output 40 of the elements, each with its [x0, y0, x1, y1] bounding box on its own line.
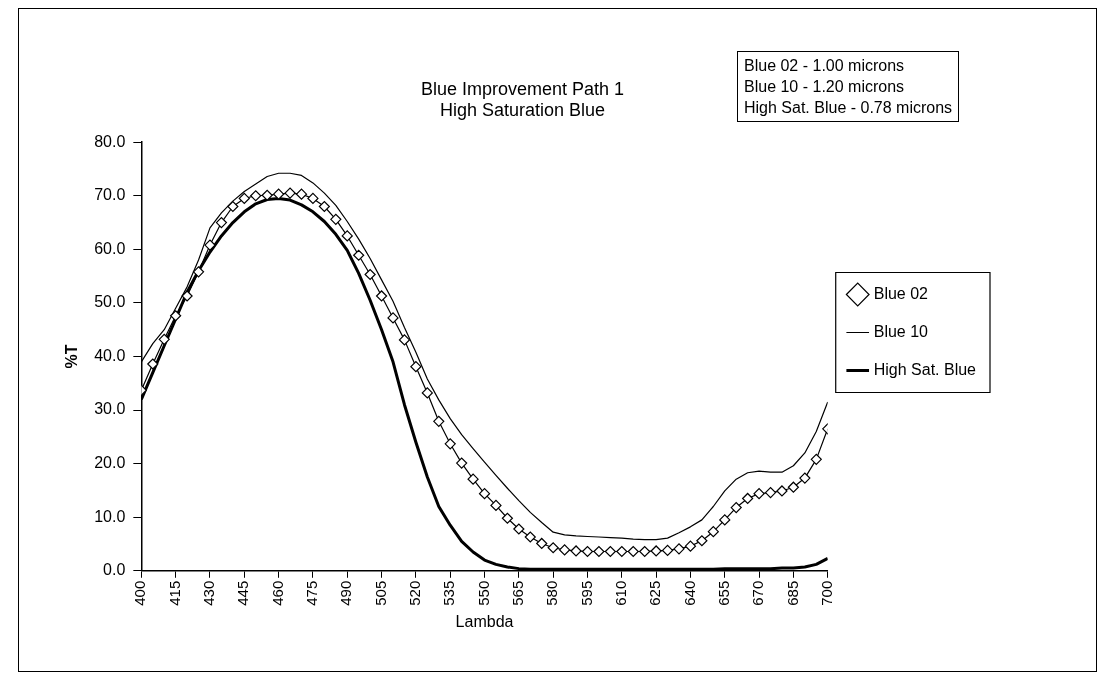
- y-tick-label: 40.0: [94, 346, 126, 364]
- x-tick-label: 550: [474, 580, 492, 606]
- text: High Saturation Blue: [439, 100, 606, 121]
- y-tick-label: 70.0: [94, 186, 126, 204]
- legend-label: High Sat. Blue: [873, 360, 977, 378]
- x-tick-label: 475: [303, 580, 321, 606]
- x-tick-label: 700: [817, 580, 835, 606]
- legend-label: Blue 02: [873, 284, 929, 302]
- x-tick-label: 400: [131, 580, 149, 606]
- y-tick-label: 20.0: [94, 454, 126, 472]
- x-axis-title: Lambda: [455, 612, 514, 630]
- text: High Sat. Blue - 0.78 microns: [744, 98, 953, 118]
- text: Blue 10 - 1.20 microns: [744, 77, 906, 97]
- legend-label: Blue 10: [873, 322, 929, 340]
- x-tick-label: 625: [646, 580, 664, 606]
- x-tick-label: 535: [440, 580, 458, 606]
- y-tick-label: 50.0: [94, 293, 126, 311]
- x-tick-label: 460: [268, 580, 286, 606]
- y-tick-label: 0.0: [103, 561, 126, 579]
- y-tick-label: 10.0: [94, 507, 126, 525]
- x-tick-label: 520: [406, 580, 424, 606]
- y-tick-label: 30.0: [94, 400, 126, 418]
- text: Blue Improvement Path 1: [420, 78, 625, 99]
- x-tick-label: 505: [371, 580, 389, 606]
- text: Blue 02 - 1.00 microns: [744, 56, 906, 76]
- x-tick-label: 655: [714, 580, 732, 606]
- x-tick-label: 565: [508, 580, 526, 606]
- y-tick-label: 60.0: [94, 239, 126, 257]
- x-tick-label: 490: [337, 580, 355, 606]
- x-tick-label: 415: [165, 580, 183, 606]
- x-tick-label: 685: [783, 580, 801, 606]
- y-axis-title: %T: [63, 344, 81, 369]
- x-tick-label: 595: [577, 580, 595, 606]
- x-tick-label: 445: [234, 580, 252, 606]
- x-tick-label: 640: [680, 580, 698, 606]
- x-tick-label: 670: [749, 580, 767, 606]
- x-tick-label: 580: [543, 580, 561, 606]
- x-tick-label: 610: [611, 580, 629, 606]
- x-tick-label: 430: [200, 580, 218, 606]
- y-tick-label: 80.0: [94, 132, 126, 150]
